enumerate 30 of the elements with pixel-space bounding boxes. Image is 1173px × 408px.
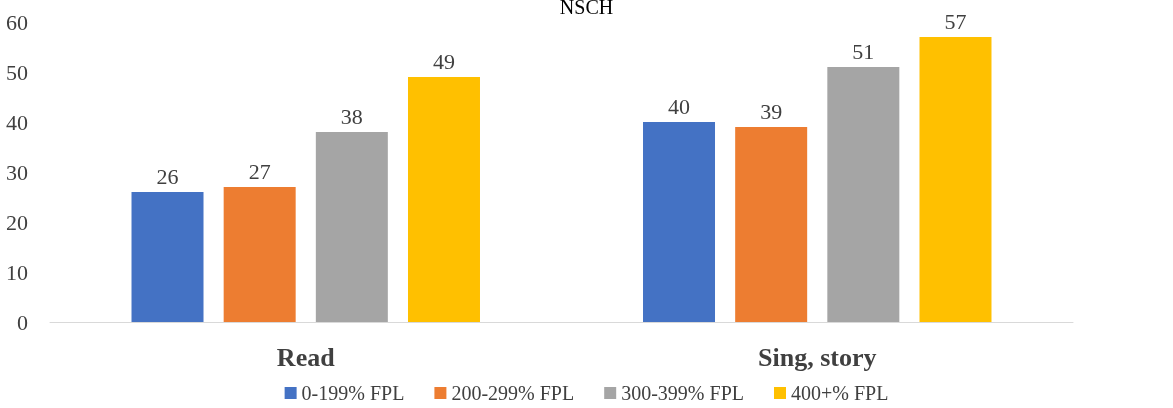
data-label: 49 bbox=[432, 48, 455, 74]
bar bbox=[919, 37, 992, 322]
chart-title: NSCH bbox=[559, 0, 614, 18]
x-tick-label: Read bbox=[276, 342, 336, 372]
bar bbox=[643, 122, 716, 322]
data-label: 51 bbox=[852, 38, 875, 64]
y-tick-label: 50 bbox=[6, 59, 28, 85]
y-tick-label: 0 bbox=[17, 309, 28, 335]
y-tick-label: 10 bbox=[6, 259, 28, 285]
bar bbox=[407, 77, 480, 322]
legend-label: 300-399% FPL bbox=[621, 382, 744, 404]
data-label: 27 bbox=[248, 158, 271, 184]
bar bbox=[827, 67, 900, 322]
x-tick-label: Sing, story bbox=[758, 342, 877, 372]
bar bbox=[223, 187, 296, 322]
bar bbox=[735, 127, 808, 322]
data-label: 40 bbox=[668, 93, 691, 119]
data-label: 26 bbox=[156, 163, 179, 189]
y-tick-label: 20 bbox=[6, 209, 28, 235]
y-tick-label: 40 bbox=[6, 109, 28, 135]
legend-label: 0-199% FPL bbox=[301, 382, 405, 404]
y-tick-label: 30 bbox=[6, 159, 28, 185]
bar bbox=[315, 132, 388, 322]
legend-label: 200-299% FPL bbox=[451, 382, 575, 404]
bar bbox=[131, 192, 204, 322]
data-label: 39 bbox=[760, 98, 783, 124]
data-label: 38 bbox=[340, 103, 363, 129]
data-label: 57 bbox=[944, 8, 967, 34]
y-tick-label: 60 bbox=[6, 9, 28, 35]
legend-label: 400+% FPL bbox=[790, 382, 889, 404]
